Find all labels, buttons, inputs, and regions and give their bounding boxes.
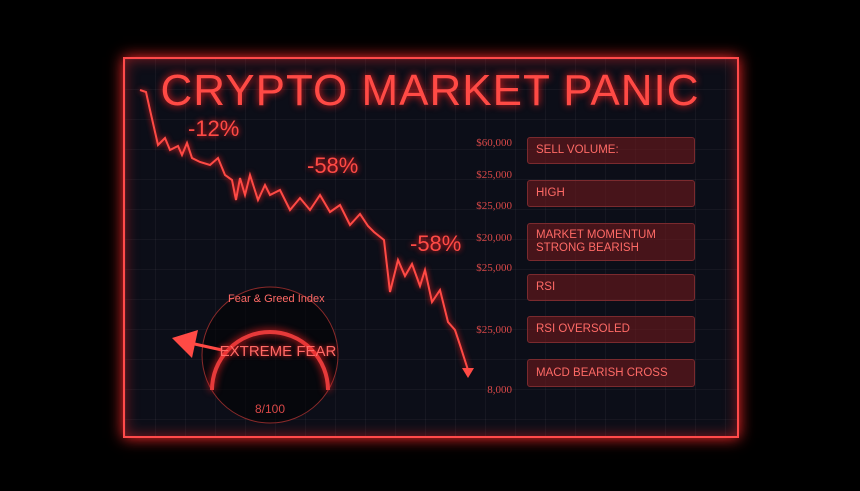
gauge-arc bbox=[210, 330, 330, 391]
indicator-sell-volume: SELL VOLUME: bbox=[527, 137, 695, 164]
page-title: CRYPTO MARKET PANIC bbox=[160, 66, 700, 115]
gauge-value: 8/100 bbox=[254, 402, 286, 416]
indicator-text: HIGH bbox=[536, 187, 565, 199]
indicator-rsi: RSI bbox=[527, 274, 695, 301]
price-tick: $25,000 bbox=[476, 169, 512, 181]
gauge-needle bbox=[189, 341, 223, 352]
down-arrow-icon bbox=[462, 368, 474, 378]
indicator-high: HIGH bbox=[527, 180, 695, 207]
indicator-macd: MACD BEARISH CROSS bbox=[527, 359, 695, 387]
gauge-outer-ring bbox=[201, 286, 339, 424]
indicator-text: RSI bbox=[536, 281, 556, 293]
indicator-text: MARKET MOMENTUM bbox=[536, 229, 656, 241]
price-tick: $25,000 bbox=[476, 262, 512, 274]
gauge-arrow-icon bbox=[172, 330, 198, 358]
indicator-text: RSI OVERSOLED bbox=[536, 323, 630, 335]
indicator-text: STRONG BEARISH bbox=[536, 242, 639, 254]
price-tick: $60,000 bbox=[476, 137, 512, 149]
gauge-title: Fear & Greed Index bbox=[228, 293, 325, 305]
price-line bbox=[139, 89, 469, 371]
price-tick: $25,000 bbox=[476, 324, 512, 336]
indicator-text: MACD BEARISH CROSS bbox=[536, 366, 668, 379]
indicator-momentum: MARKET MOMENTUM STRONG BEARISH bbox=[527, 223, 695, 261]
change-label: -58% bbox=[307, 153, 359, 178]
price-tick: $25,000 bbox=[476, 200, 512, 212]
change-label: -58% bbox=[410, 231, 462, 256]
indicator-rsi-oversold: RSI OVERSOLED bbox=[527, 316, 695, 343]
indicator-text: SELL VOLUME: bbox=[536, 144, 619, 156]
price-tick: 8,000 bbox=[487, 384, 512, 396]
price-tick: $20,000 bbox=[476, 232, 512, 244]
gauge-label: EXTREME FEAR bbox=[219, 343, 337, 360]
change-label: -12% bbox=[188, 116, 240, 141]
